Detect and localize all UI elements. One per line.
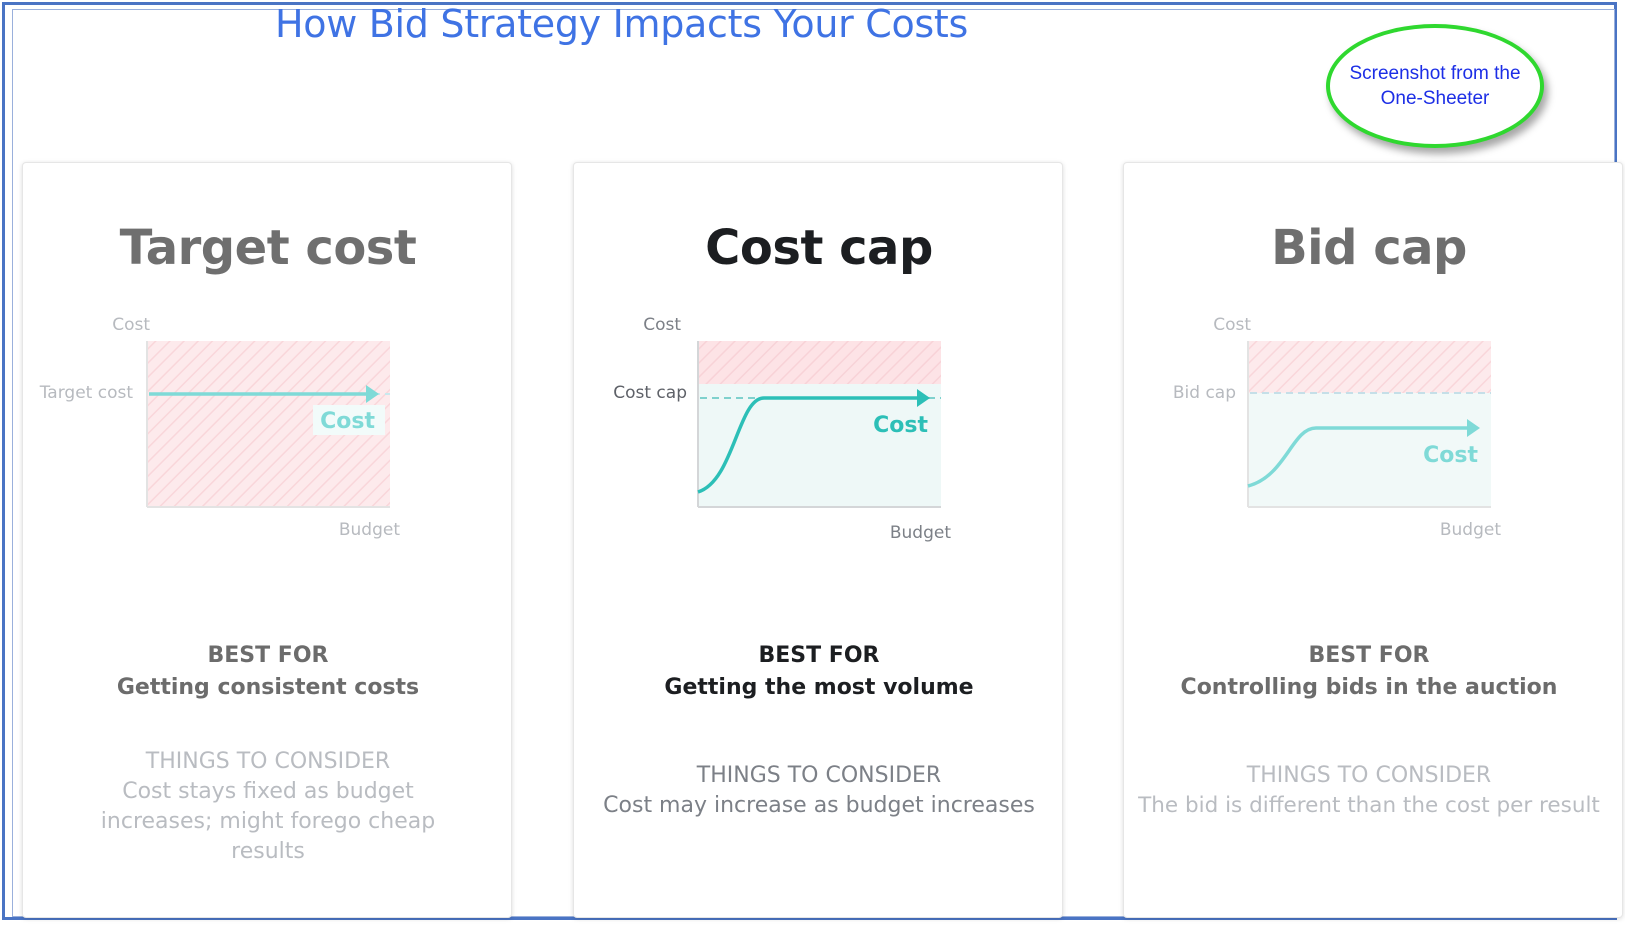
cost-curve <box>697 396 920 494</box>
safe-zone <box>698 384 941 507</box>
cost-arrowhead <box>917 389 930 407</box>
cost-cap-diagram: Cost Cost cap Cost Budget <box>613 315 951 543</box>
consider-text: Cost stays fixed as budget increases; mi… <box>100 779 436 864</box>
x-axis-label: Budget <box>1440 520 1501 540</box>
cost-line-label: Cost <box>873 413 928 438</box>
strategy-card-cost-cap: Cost cap Cost Cost cap Cost Budget BEST … <box>573 162 1063 918</box>
danger-zone <box>1248 341 1491 393</box>
callout-ellipse: Screenshot from the One-Sheeter <box>1326 24 1544 148</box>
cost-arrowhead <box>1467 419 1480 437</box>
bid-cap-diagram: Cost Bid cap Cost Budget <box>1173 315 1501 540</box>
cost-line-label: Cost <box>1423 443 1478 468</box>
best-for-text: Getting consistent costs <box>116 675 420 700</box>
best-for-text: Getting the most volume <box>664 675 974 700</box>
consider-heading: THINGS TO CONSIDER <box>145 749 391 774</box>
best-for-heading: BEST FOR <box>1308 643 1430 668</box>
x-axis-label: Budget <box>339 520 400 540</box>
best-for-heading: BEST FOR <box>758 643 880 668</box>
y-axis-label: Cost <box>1213 315 1251 335</box>
consider-text: The bid is different than the cost per r… <box>1138 793 1600 818</box>
card-title: Cost cap <box>705 220 933 276</box>
y-axis-label: Cost <box>643 315 681 335</box>
consider-heading: THINGS TO CONSIDER <box>696 763 942 788</box>
consider-text: Cost may increase as budget increases <box>603 793 1035 818</box>
strategy-card-target-cost: Target cost Cost Target cost Cost Budget… <box>22 162 512 918</box>
x-axis-label: Budget <box>890 523 951 543</box>
cost-curve <box>1247 426 1470 488</box>
threshold-label: Target cost <box>39 383 134 403</box>
threshold-label: Cost cap <box>613 383 687 403</box>
threshold-label: Bid cap <box>1173 383 1236 403</box>
cost-arrowhead <box>366 385 379 403</box>
page-title: How Bid Strategy Impacts Your Costs <box>275 2 968 46</box>
y-axis-label: Cost <box>112 315 150 335</box>
callout-text: Screenshot from the One-Sheeter <box>1349 63 1521 109</box>
card-title: Target cost <box>119 220 417 276</box>
target-cost-diagram: Cost Target cost Cost Budget <box>39 315 401 540</box>
cost-line-label: Cost <box>320 409 375 434</box>
cost-label-bg <box>313 405 385 435</box>
strategy-card-bid-cap: Bid cap Cost Bid cap Cost Budget BEST FO… <box>1123 162 1623 918</box>
consider-heading: THINGS TO CONSIDER <box>1246 763 1492 788</box>
danger-zone <box>698 341 941 384</box>
card-title: Bid cap <box>1271 220 1467 276</box>
best-for-text: Controlling bids in the auction <box>1180 675 1558 700</box>
best-for-heading: BEST FOR <box>207 643 329 668</box>
